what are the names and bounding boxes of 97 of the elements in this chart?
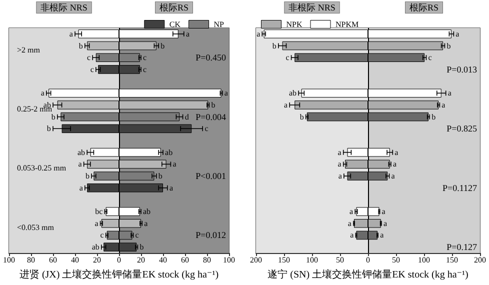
data-label: a [391,172,396,181]
x-tick-label: 40 [71,256,79,264]
data-label: ab [92,242,100,252]
data-label: b [160,41,165,50]
data-label: a [380,230,384,240]
x-tick-label: 200 [250,256,262,264]
band-label: 非根际 NRS [40,2,88,12]
y-tick-label: <0.053 mm [17,222,55,232]
x-tick-label: 150 [278,256,290,264]
data-label: b [446,41,451,50]
band-label: 根际RS [159,2,189,12]
data-label: b [85,172,90,181]
data-label: ab [78,148,86,157]
data-label: c [135,230,140,240]
data-label: a [338,148,342,157]
annotation: P=0.004 [196,112,226,122]
data-label: a [169,183,174,192]
data-label: a [256,29,261,38]
data-label: a [144,218,148,228]
data-label: a [348,218,352,228]
data-label: a [186,29,190,38]
x-tick-label: 20 [93,256,101,264]
data-label: c [90,64,94,74]
data-label: d [184,112,189,122]
band-label: 非根际 NRS [288,2,336,12]
annotation: P=0.127 [446,242,478,252]
data-label: b [140,242,144,252]
data-label: b [300,112,304,122]
data-label: c [143,53,148,62]
data-label: a [394,148,399,157]
data-label: a [383,218,388,228]
x-tick-label: 60 [181,256,189,264]
x-tick-label: 100 [3,256,15,264]
x-axis-title: 遂宁 (SN) 土壤交换性钾储量EK stock (kg ha⁻¹) [268,268,468,280]
data-label: a [442,100,446,110]
data-label: b [158,172,162,181]
band-label: 根际RS [409,2,439,12]
data-label: ab [143,207,151,216]
data-label: a [224,88,228,98]
data-label: a [448,88,452,98]
x-tick-label: 100 [306,256,318,264]
data-label: a [94,218,99,228]
x-tick-label: 60 [49,256,57,264]
data-label: c [204,124,209,134]
annotation: P<0.001 [196,171,226,182]
data-label: a [79,183,84,192]
legend-label: NP [214,20,225,29]
annotation: P=0.012 [196,230,226,240]
x-tick-label: 0 [117,256,121,264]
data-label: a [284,100,288,110]
data-label: bc [95,207,104,216]
data-label: c [428,53,432,62]
data-label: a [172,160,177,169]
data-label: b [51,112,56,122]
legend-label: NPK [286,20,302,29]
x-tick-label: 100 [223,256,235,264]
x-tick-label: 150 [446,256,458,264]
legend-label: CK [169,20,181,29]
x-tick-label: 0 [366,256,370,264]
x-tick-label: 80 [203,256,211,264]
x-tick-label: 50 [392,256,400,264]
data-label: b [78,41,83,50]
data-label: b [46,124,51,134]
data-label: c [100,230,104,240]
x-tick-label: 20 [137,256,145,264]
data-label: a [78,160,82,169]
legend-label: NPKM [336,20,359,29]
y-tick-label: 0.053-0.25 mm [17,164,67,173]
data-label: b [211,100,216,110]
data-label: a [350,207,354,216]
data-label: ab [165,148,173,157]
data-label: ab [288,88,297,98]
data-label: ab [43,100,51,110]
data-label: a [382,207,386,216]
annotation: P=0.013 [446,64,478,74]
annotation: P=0.825 [446,124,478,134]
data-label: c [286,53,290,62]
data-label: c [87,53,92,62]
data-label: a [350,230,354,240]
annotation: P=0.450 [196,52,226,63]
data-label: a [40,88,45,98]
data-label: b [272,41,276,50]
x-tick-label: 200 [474,256,486,264]
data-label: a [392,160,397,169]
annotation: P=0.1127 [442,182,478,193]
data-label: b [432,112,436,122]
x-tick-label: 50 [336,256,344,264]
data-label: a [69,29,74,38]
x-axis-title: 进贤 (JX) 土壤交换性钾储量EK stock (kg ha⁻¹) [19,268,219,280]
x-tick-label: 100 [418,256,430,264]
data-label: a [338,172,342,181]
x-tick-label: 40 [159,256,167,264]
y-tick-label: >2 mm [17,45,41,54]
data-label: c [143,64,148,74]
x-tick-label: 80 [27,256,35,264]
data-label: a [456,29,460,38]
data-label: a [338,160,342,169]
